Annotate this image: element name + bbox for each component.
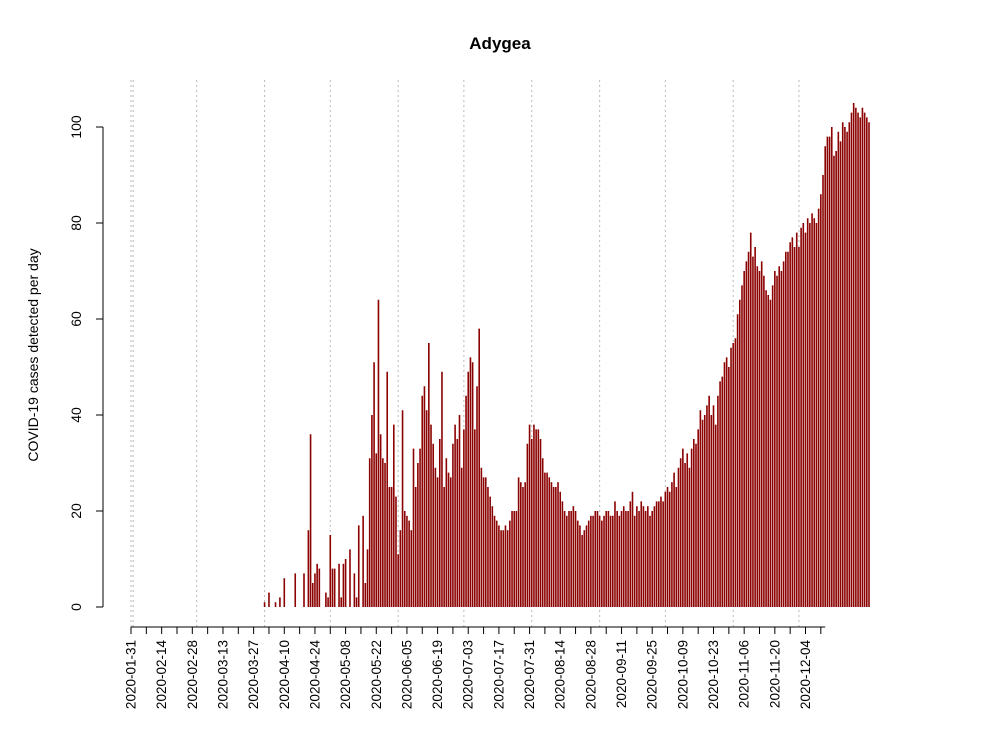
y-tick-label: 100 [68,115,84,139]
y-tick-label: 60 [68,311,84,327]
x-tick-label: 2020-02-14 [154,640,169,710]
x-tick-label: 2020-10-09 [675,640,690,709]
x-tick-label: 2020-03-27 [246,640,261,709]
x-tick-label: 2020-11-20 [767,640,782,708]
x-tick-label: 2020-04-10 [277,640,292,709]
x-tick-label: 2020-11-06 [737,640,752,708]
y-tick-label: 0 [68,603,84,611]
y-axis-label: COVID-19 cases detected per day [25,248,41,461]
x-tick-label: 2020-07-03 [461,640,476,709]
x-tick-label: 2020-08-28 [583,640,598,709]
x-tick-label: 2020-06-05 [399,640,414,709]
x-tick-label: 2020-09-11 [614,640,629,708]
y-tick-label: 40 [68,407,84,423]
x-tick-label: 2020-12-04 [798,640,813,710]
x-tick-label: 2020-08-14 [553,640,568,710]
x-tick-label: 2020-02-28 [185,640,200,709]
y-tick-label: 80 [68,215,84,231]
x-tick-label: 2020-01-31 [124,640,139,709]
y-tick-label: 20 [68,503,84,519]
bars [263,103,870,607]
x-tick-label: 2020-09-25 [645,640,660,709]
x-tick-label: 2020-05-08 [338,640,353,709]
x-tick-label: 2020-06-19 [430,640,445,709]
x-axis: 2020-01-31 2020-02-14 2020-02-28 2020-03-13… [124,626,826,710]
x-tick-label: 2020-10-23 [706,640,721,709]
x-tick-label: 2020-03-13 [215,640,230,709]
x-tick-label: 2020-04-24 [307,640,322,710]
x-tick-label: 2020-05-22 [369,640,384,709]
x-tick-label: 2020-07-31 [522,640,537,709]
y-axis: 0 20 40 60 80 100 [68,115,104,611]
chart-title: Adygea [469,34,531,53]
x-tick-label: 2020-07-17 [491,640,506,709]
